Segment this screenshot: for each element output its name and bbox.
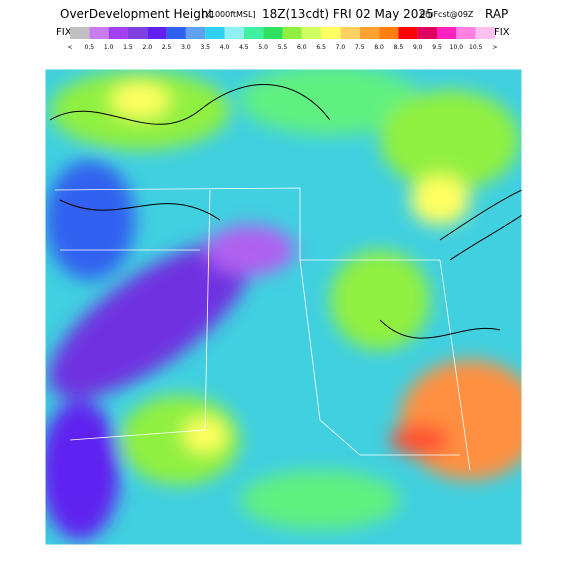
- legend-label: 9.5: [432, 44, 442, 51]
- legend-label: 9.0: [413, 44, 423, 51]
- legend-label: 4.5: [239, 44, 249, 51]
- legend-label: 5.5: [278, 44, 288, 51]
- legend-label: 2.0: [142, 44, 152, 51]
- model: RAP: [485, 7, 508, 21]
- legend-swatch: [89, 27, 109, 39]
- legend-label: 2.5: [162, 44, 172, 51]
- legend-label: 7.0: [336, 44, 346, 51]
- legend-swatch: [321, 27, 341, 39]
- legend-swatch: [185, 27, 206, 39]
- legend-swatch: [243, 27, 264, 39]
- legend-label: 6.5: [316, 44, 326, 51]
- legend-swatch: [224, 27, 244, 39]
- legend-left: FIX: [56, 27, 72, 38]
- legend-label: 0.5: [85, 44, 95, 51]
- legend-label: 6.0: [297, 44, 307, 51]
- legend-label: 5.0: [258, 44, 268, 51]
- map: [45, 69, 522, 545]
- legend-swatch: [437, 27, 457, 39]
- valid-time: 18Z(13cdt) FRI 02 May 2025: [262, 7, 434, 21]
- legend-swatch: [147, 27, 167, 39]
- legend-right: FIX: [494, 27, 510, 38]
- legend-label: 1.0: [104, 44, 114, 51]
- legend: <0.5 1.0 1.5 2.0 2.5 3.0 3.5 4.0 4.5 5.0 5.5 6.0 6.5…: [67, 27, 498, 51]
- legend-swatch: [108, 27, 128, 39]
- title: OverDevelopment Height: [60, 7, 213, 21]
- legend-label: 1.5: [123, 44, 133, 51]
- legend-label: 7.5: [355, 44, 365, 51]
- legend-label: 10.5: [469, 44, 483, 51]
- forecast: 9hrFcst@09Z: [420, 10, 474, 19]
- legend-label: <: [67, 44, 72, 51]
- units: [x1000ftMSL]: [202, 10, 256, 19]
- legend-swatch: [301, 27, 322, 39]
- legend-swatch: [379, 27, 399, 39]
- legend-label: 4.0: [220, 44, 230, 51]
- legend-label: 8.5: [394, 44, 404, 51]
- legend-swatch: [417, 27, 438, 39]
- legend-swatch: [127, 27, 148, 39]
- legend-swatch: [205, 27, 225, 39]
- legend-label: 3.5: [200, 44, 210, 51]
- legend-label: 3.0: [181, 44, 191, 51]
- legend-swatch: [166, 27, 186, 39]
- legend-label: 8.0: [374, 44, 384, 51]
- legend-swatch: [456, 27, 476, 39]
- map-frame: [44, 68, 523, 546]
- legend-swatch: [263, 27, 283, 39]
- legend-swatch: [359, 27, 380, 39]
- legend-swatch: [475, 27, 495, 39]
- legend-label: 10.0: [450, 44, 464, 51]
- legend-swatch: [340, 27, 360, 39]
- legend-swatch: [398, 27, 418, 39]
- legend-swatch: [70, 27, 90, 39]
- legend-label: >: [492, 44, 497, 51]
- legend-swatch: [282, 27, 302, 39]
